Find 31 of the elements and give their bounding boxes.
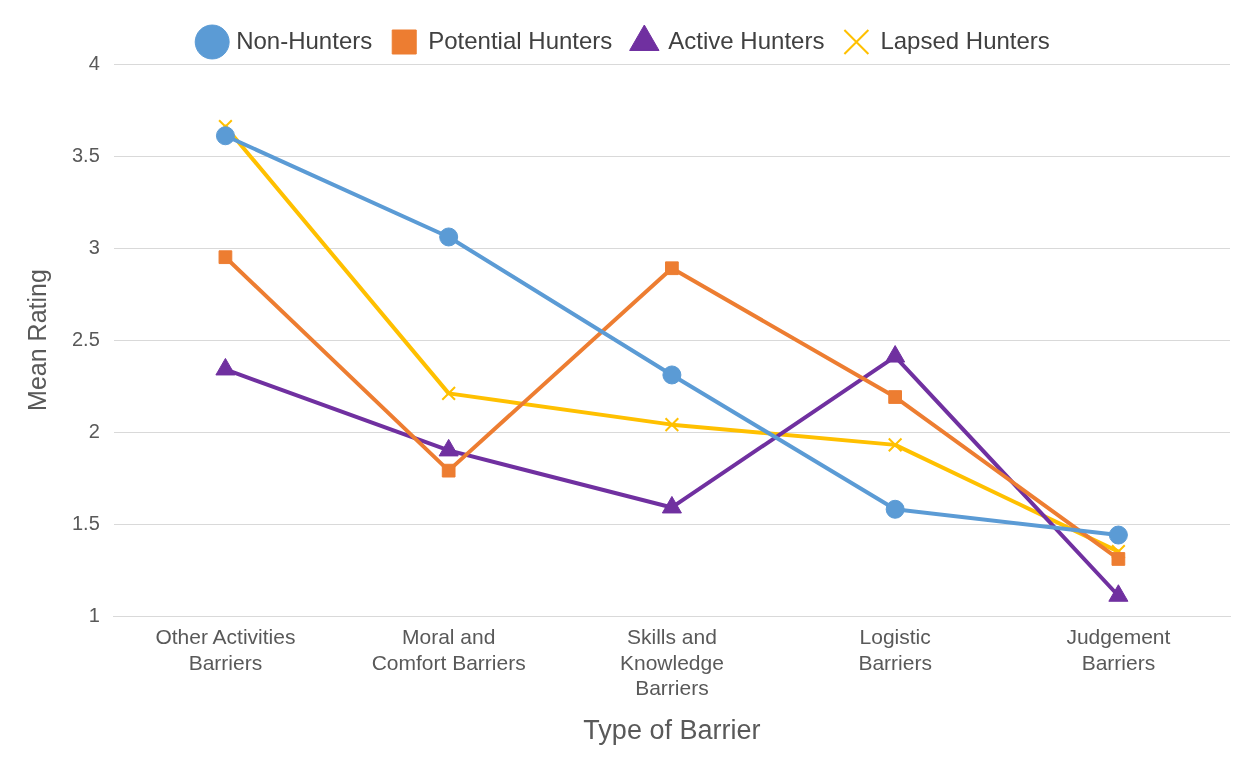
x-tick-label: Other Activities Barriers xyxy=(155,625,296,674)
legend-label: Potential Hunters xyxy=(428,26,613,54)
x-axis-title: Type of Barrier xyxy=(583,715,761,746)
point xyxy=(218,250,233,265)
legend-label: Active Hunters xyxy=(668,26,825,54)
point xyxy=(665,261,679,276)
y-axis-title: Mean Rating xyxy=(22,269,51,411)
legend-label: Lapsed Hunters xyxy=(880,26,1050,54)
point xyxy=(885,499,905,519)
point xyxy=(1108,525,1128,545)
y-tick-label: 2 xyxy=(88,419,100,442)
x-tick-label: Judgement Barriers xyxy=(1066,625,1171,674)
y-tick-label: 1.5 xyxy=(71,511,100,534)
point xyxy=(662,365,682,385)
point xyxy=(441,463,456,478)
point xyxy=(888,390,903,404)
x-tick-label: Skills and Knowledge Barriers xyxy=(619,625,724,699)
y-tick-label: 2.5 xyxy=(71,327,100,350)
y-tick-label: 3 xyxy=(88,235,100,258)
y-tick-label: 4 xyxy=(88,51,100,74)
point xyxy=(441,386,457,401)
x-tick-label: Logistic Barriers xyxy=(858,625,932,674)
x-tick-label: Moral and Comfort Barriers xyxy=(371,625,526,674)
y-tick-label: 3.5 xyxy=(71,143,100,166)
legend-label: Non-Hunters xyxy=(236,26,373,54)
point xyxy=(887,437,903,453)
point xyxy=(215,126,235,146)
point xyxy=(664,417,680,432)
point xyxy=(1111,552,1126,566)
y-tick-label: 1 xyxy=(88,603,100,626)
point xyxy=(439,227,459,247)
